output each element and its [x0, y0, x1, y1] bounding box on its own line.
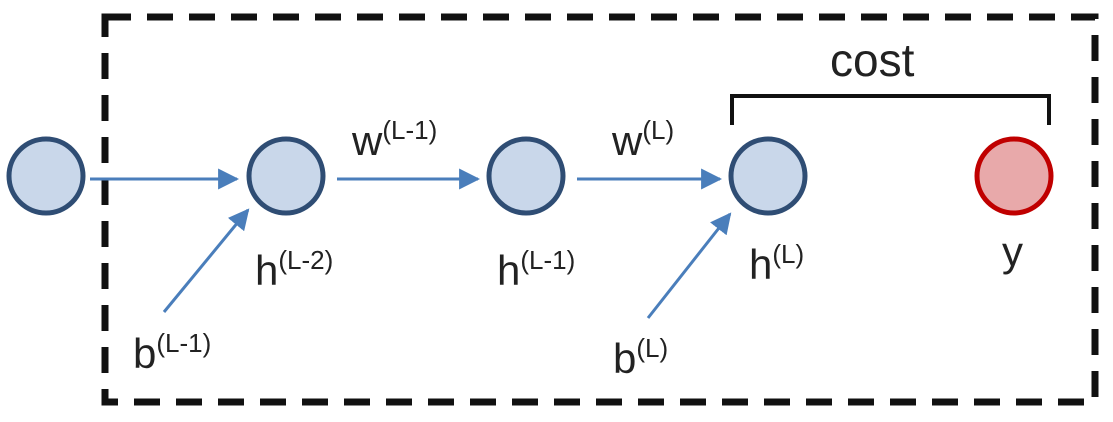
bias-label-b-l: b(L)	[613, 333, 668, 382]
target-node-y	[974, 136, 1054, 216]
weight-label-w-l: w(L)	[611, 115, 674, 164]
hidden-node-l1	[486, 136, 566, 216]
arrow-bias-l1-to-h-l2	[162, 208, 250, 313]
cost-bracket	[730, 94, 1051, 125]
node-label-h-l: h(L)	[749, 239, 804, 288]
weight-label-w-l1: w(L-1)	[351, 115, 437, 164]
bias-label-b-l1: b(L-1)	[133, 328, 211, 377]
arrow-bias-l-to-h-l	[646, 212, 732, 319]
output-node-h-l	[728, 136, 808, 216]
node-label-h-l1: h(L-1)	[497, 245, 575, 294]
input-node	[6, 136, 86, 216]
hidden-node-l2	[246, 136, 326, 216]
node-label-h-l2: h(L-2)	[255, 245, 333, 294]
cost-label: cost	[830, 34, 915, 86]
dashed-boundary-box	[101, 13, 1099, 406]
node-label-y: y	[1002, 228, 1023, 275]
